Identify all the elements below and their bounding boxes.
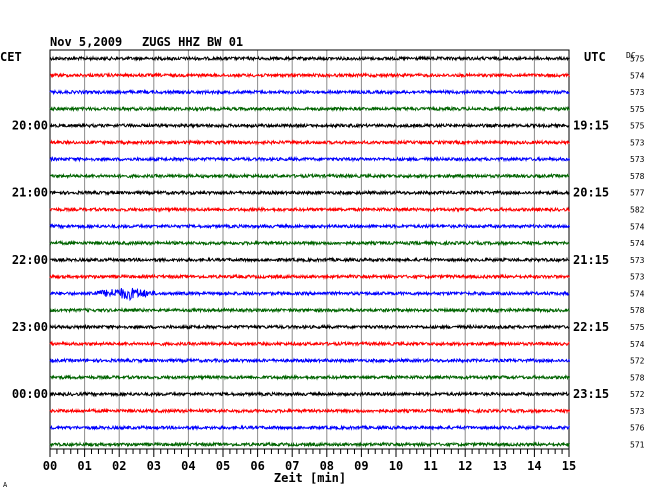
dc-value: 573 xyxy=(630,407,645,416)
right-time-label: 23:15 xyxy=(573,387,609,401)
x-axis: 00 01 02 03 04 05 06 07 08 09 10 11 12 13 14 15 xyxy=(43,449,576,473)
right-time-label: 20:15 xyxy=(573,186,609,200)
trace-15 xyxy=(49,306,570,314)
right-timezone-label: UTC xyxy=(584,50,606,64)
trace-4 xyxy=(49,122,570,129)
dc-value: 574 xyxy=(630,71,645,80)
dc-value: 574 xyxy=(630,289,645,298)
trace-18 xyxy=(49,357,570,364)
trace-6 xyxy=(49,155,570,163)
plot-grid xyxy=(49,49,570,450)
dc-value: 571 xyxy=(630,440,645,449)
trace-20 xyxy=(49,390,570,398)
trace-9 xyxy=(49,206,570,213)
right-time-label: 22:15 xyxy=(573,320,609,334)
dc-value: 574 xyxy=(630,239,645,248)
x-tick-label: 10 xyxy=(389,459,403,473)
left-time-label: 22:00 xyxy=(12,253,48,267)
trace-5 xyxy=(49,139,570,146)
dc-values: 575 574 573 575 575 573 573 578 577 582 574 574 573 5… xyxy=(630,55,645,450)
right-time-label: 21:15 xyxy=(573,253,609,267)
trace-21 xyxy=(49,407,570,415)
trace-3 xyxy=(49,105,570,113)
trace-17 xyxy=(49,340,570,348)
dc-value: 574 xyxy=(630,340,645,349)
trace-12 xyxy=(49,256,570,264)
trace-11 xyxy=(49,239,570,247)
x-axis-label: Zeit [min] xyxy=(274,471,346,485)
left-time-label: 20:00 xyxy=(12,119,48,133)
trace-8 xyxy=(49,189,570,197)
left-time-label: 00:00 xyxy=(12,387,48,401)
x-tick-label: 01 xyxy=(77,459,91,473)
dc-value: 578 xyxy=(630,172,645,181)
x-tick-label: 08 xyxy=(320,459,334,473)
x-tick-label: 14 xyxy=(527,459,541,473)
left-time-label: 23:00 xyxy=(12,320,48,334)
dc-value: 573 xyxy=(630,273,645,282)
seismic-traces xyxy=(49,55,570,448)
dc-value: 578 xyxy=(630,306,645,315)
trace-2 xyxy=(49,88,570,96)
header-station: ZUGS HHZ BW 01 xyxy=(142,35,243,49)
x-tick-label: 00 xyxy=(43,459,57,473)
dc-value: 573 xyxy=(630,256,645,265)
trace-7 xyxy=(49,172,570,180)
trace-19 xyxy=(49,373,570,381)
x-tick-label: 11 xyxy=(423,459,437,473)
dc-value: 572 xyxy=(630,390,645,399)
x-tick-label: 09 xyxy=(354,459,368,473)
right-time-labels: 19:15 20:15 21:15 22:15 23:15 xyxy=(573,119,609,401)
trace-16 xyxy=(49,323,570,331)
dc-value: 573 xyxy=(630,88,645,97)
dc-value: 575 xyxy=(630,122,645,131)
x-tick-label: 12 xyxy=(458,459,472,473)
trace-14 xyxy=(49,287,570,302)
x-tick-label: 02 xyxy=(112,459,126,473)
trace-10 xyxy=(49,222,570,230)
x-tick-label: 03 xyxy=(147,459,161,473)
plot-frame xyxy=(49,49,570,450)
x-tick-label: 13 xyxy=(493,459,507,473)
x-tick-label: 06 xyxy=(250,459,264,473)
dc-value: 573 xyxy=(630,138,645,147)
x-tick-label: 07 xyxy=(285,459,299,473)
trace-0 xyxy=(49,55,570,62)
dc-column-header: DC xyxy=(626,51,636,60)
x-tick-label: 15 xyxy=(562,459,576,473)
left-timezone-label: CET xyxy=(0,50,22,64)
left-time-label: 21:00 xyxy=(12,186,48,200)
left-time-labels: 20:00 21:00 22:00 23:00 00:00 xyxy=(12,119,48,401)
dc-value: 572 xyxy=(630,357,645,366)
x-tick-label: 04 xyxy=(181,459,195,473)
dc-value: 575 xyxy=(630,105,645,114)
x-tick-label: 05 xyxy=(216,459,230,473)
dc-value: 577 xyxy=(630,189,645,198)
corner-mark: A xyxy=(3,481,8,489)
dc-value: 575 xyxy=(630,323,645,332)
header-date: Nov 5,2009 xyxy=(50,35,122,49)
dc-value: 578 xyxy=(630,373,645,382)
trace-13 xyxy=(49,273,570,281)
dc-value: 576 xyxy=(630,424,645,433)
dc-value: 582 xyxy=(630,206,645,215)
trace-23 xyxy=(49,441,570,448)
dc-value: 574 xyxy=(630,222,645,231)
dc-value: 573 xyxy=(630,155,645,164)
trace-1 xyxy=(50,71,570,79)
trace-22 xyxy=(49,424,570,431)
dc-value: 575 xyxy=(630,55,645,64)
right-time-label: 19:15 xyxy=(573,119,609,133)
